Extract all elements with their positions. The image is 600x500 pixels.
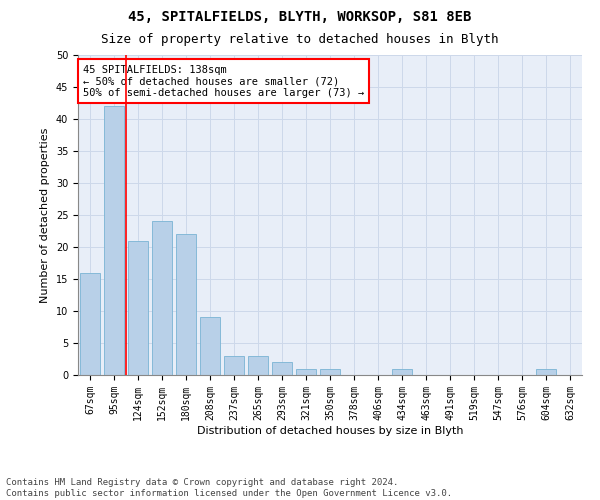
Bar [80,272,100,375]
Text: 45 SPITALFIELDS: 138sqm
← 50% of detached houses are smaller (72)
50% of semi-de: 45 SPITALFIELDS: 138sqm ← 50% of detache… [83,64,364,98]
Bar [128,240,148,375]
Y-axis label: Number of detached properties: Number of detached properties [40,128,50,302]
Bar [392,368,412,375]
Bar [104,106,124,375]
Text: Contains HM Land Registry data © Crown copyright and database right 2024.
Contai: Contains HM Land Registry data © Crown c… [6,478,452,498]
Text: Size of property relative to detached houses in Blyth: Size of property relative to detached ho… [101,32,499,46]
Text: 45, SPITALFIELDS, BLYTH, WORKSOP, S81 8EB: 45, SPITALFIELDS, BLYTH, WORKSOP, S81 8E… [128,10,472,24]
Bar [200,318,220,375]
Bar [176,234,196,375]
Bar [536,368,556,375]
Bar [320,368,340,375]
Bar [272,362,292,375]
X-axis label: Distribution of detached houses by size in Blyth: Distribution of detached houses by size … [197,426,463,436]
Bar [296,368,316,375]
Bar [224,356,244,375]
Bar [152,222,172,375]
Bar [248,356,268,375]
